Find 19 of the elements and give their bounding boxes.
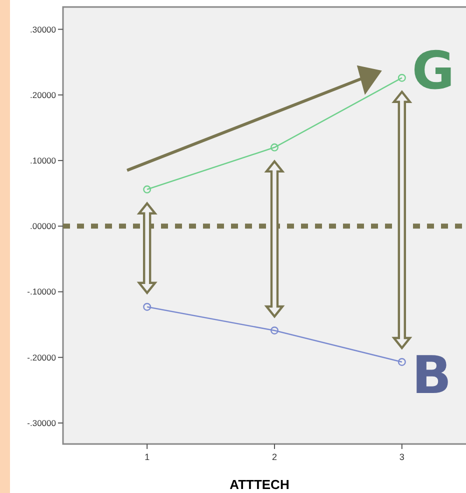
- point: [398, 74, 406, 82]
- point: [270, 143, 278, 152]
- y-tick-label: -.10000: [27, 286, 56, 297]
- y-tick-label: -.20000: [27, 352, 56, 362]
- series-label: B: [412, 346, 452, 406]
- y-tick-label: -.30000: [27, 418, 56, 428]
- y-tick-label: .30000: [30, 24, 56, 34]
- x-axis-title: ATTTECH: [230, 477, 290, 492]
- point: [398, 358, 406, 366]
- y-tick-label: .10000: [30, 156, 56, 166]
- point: [143, 302, 152, 311]
- point: [270, 326, 278, 334]
- point: [143, 185, 152, 194]
- x-tick-label: 1: [144, 452, 150, 462]
- x-tick-label: 2: [272, 452, 278, 462]
- y-tick-label: .00000: [30, 221, 56, 232]
- series-label: G: [412, 41, 455, 102]
- x-tick-label: 3: [399, 452, 404, 462]
- y-tick-label: .20000: [30, 90, 56, 100]
